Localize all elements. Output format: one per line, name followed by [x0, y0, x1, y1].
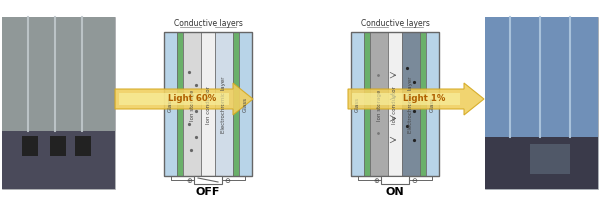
Text: Ion storage: Ion storage — [190, 89, 195, 120]
Bar — [75, 136, 91, 156]
Polygon shape — [115, 84, 253, 115]
Bar — [485, 18, 598, 137]
Text: Light 1%: Light 1% — [403, 94, 445, 103]
Bar — [164, 33, 252, 176]
Bar — [177, 33, 183, 176]
Text: Electrochromic layer: Electrochromic layer — [408, 76, 413, 133]
Text: ON: ON — [386, 186, 404, 196]
Text: ⊕: ⊕ — [186, 177, 192, 183]
Text: Light 60%: Light 60% — [168, 94, 216, 103]
Bar — [202, 33, 215, 176]
Bar — [239, 33, 252, 176]
Text: Conductive layers: Conductive layers — [173, 19, 242, 28]
Bar — [2, 18, 115, 131]
Text: ⊕: ⊕ — [373, 177, 379, 183]
Bar — [233, 33, 239, 176]
Bar — [183, 33, 202, 176]
Text: ⊖: ⊖ — [411, 177, 417, 183]
Bar — [2, 18, 115, 189]
Bar — [215, 33, 233, 176]
Bar — [50, 136, 66, 156]
Text: Glass: Glass — [355, 97, 360, 112]
Bar — [351, 33, 439, 176]
Bar — [401, 33, 420, 176]
Polygon shape — [352, 94, 460, 105]
Bar — [426, 33, 439, 176]
Text: Electrochromic layer: Electrochromic layer — [221, 76, 226, 133]
Bar — [370, 33, 388, 176]
Polygon shape — [348, 84, 484, 115]
Text: Glass: Glass — [243, 97, 248, 112]
Text: ⊖: ⊖ — [224, 177, 230, 183]
Text: Ion conductor: Ion conductor — [205, 86, 211, 123]
Text: Ion storage: Ion storage — [377, 89, 382, 120]
Bar — [2, 131, 115, 189]
Bar — [381, 176, 409, 184]
Text: Ion conductor: Ion conductor — [392, 86, 398, 123]
Bar — [485, 137, 598, 189]
Polygon shape — [119, 94, 229, 105]
Bar — [364, 33, 370, 176]
Bar — [420, 33, 426, 176]
Bar — [22, 136, 38, 156]
Text: Conductive layers: Conductive layers — [361, 19, 430, 28]
Bar — [485, 18, 598, 189]
Bar — [530, 144, 570, 174]
Text: Glass: Glass — [168, 97, 173, 112]
Bar — [194, 176, 222, 184]
Bar — [351, 33, 364, 176]
Text: Glass: Glass — [430, 97, 435, 112]
Bar — [388, 33, 401, 176]
Bar — [164, 33, 177, 176]
Text: OFF: OFF — [196, 186, 220, 196]
